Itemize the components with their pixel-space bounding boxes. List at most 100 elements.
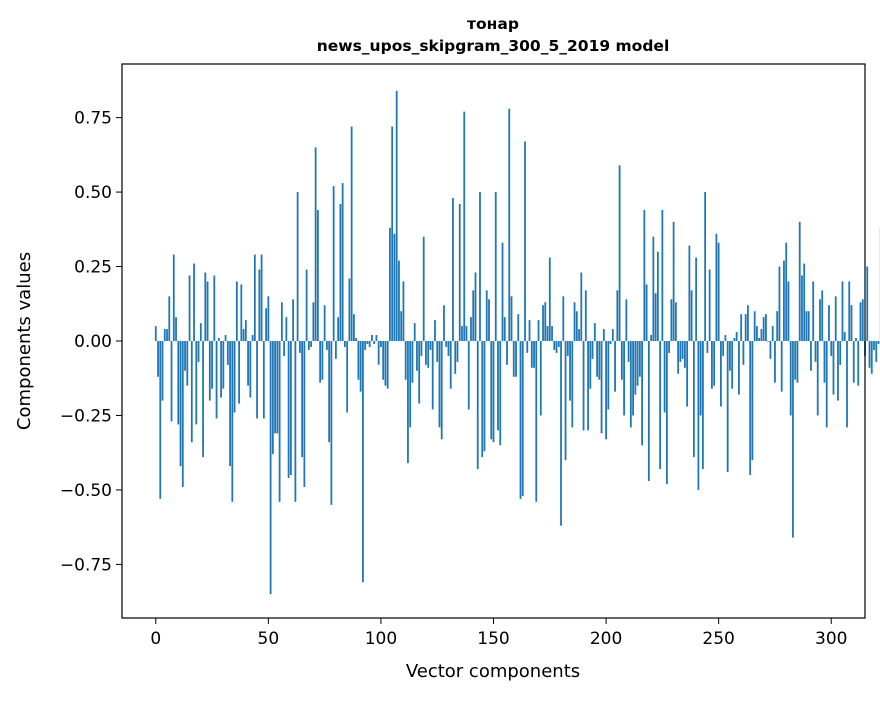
bar-254	[727, 341, 729, 472]
bar-170	[538, 320, 540, 341]
bar-184	[569, 341, 571, 401]
bar-144	[479, 192, 481, 341]
bar-133	[454, 341, 456, 374]
bar-210	[628, 341, 630, 362]
bar-21	[202, 341, 204, 457]
bar-228	[668, 341, 670, 353]
bar-95	[369, 341, 371, 347]
bar-296	[821, 290, 823, 341]
bar-49	[265, 308, 267, 341]
bar-202	[610, 341, 612, 344]
bar-71	[315, 147, 317, 341]
bar-175	[549, 258, 551, 341]
bar-92	[362, 341, 364, 582]
bar-135	[459, 204, 461, 341]
bar-19	[198, 341, 200, 362]
bar-89	[355, 338, 357, 341]
bar-34	[231, 341, 233, 502]
bar-262	[745, 314, 747, 341]
chart-subtitle: news_upos_skipgram_300_5_2019 model	[317, 37, 670, 55]
bar-94	[367, 341, 369, 344]
bar-268	[758, 338, 760, 341]
bar-239	[693, 341, 695, 457]
bar-131	[450, 341, 452, 389]
bar-238	[691, 290, 693, 341]
bar-169	[535, 341, 537, 502]
bar-93	[364, 341, 366, 350]
bar-33	[229, 341, 231, 466]
bar-143	[477, 341, 479, 469]
bar-234	[682, 341, 684, 359]
bar-219	[648, 341, 650, 481]
bar-237	[688, 246, 690, 341]
bar-183	[567, 341, 569, 356]
bar-9	[175, 317, 177, 341]
bar-321	[878, 341, 880, 344]
bar-185	[571, 341, 573, 427]
bar-246	[709, 270, 711, 341]
bar-103	[387, 341, 389, 389]
bar-46	[258, 270, 260, 341]
bar-42	[249, 341, 251, 398]
bar-80	[335, 341, 337, 359]
bar-11	[180, 341, 182, 466]
bar-217	[643, 210, 645, 341]
bar-12	[182, 341, 184, 487]
y-tick-label: 0.00	[74, 332, 112, 352]
bar-221	[652, 237, 654, 341]
bar-116	[416, 341, 418, 371]
bar-112	[407, 341, 409, 463]
bar-312	[857, 341, 859, 386]
bar-216	[641, 341, 643, 445]
bar-115	[414, 323, 416, 341]
bar-285	[797, 341, 799, 383]
bar-171	[540, 341, 542, 415]
bar-3	[162, 341, 164, 401]
bar-23	[207, 281, 209, 341]
bar-192	[587, 341, 589, 430]
bar-205	[616, 290, 618, 341]
bar-138	[466, 326, 468, 341]
bar-264	[749, 341, 751, 475]
y-tick-label: 0.25	[74, 258, 112, 278]
bar-37	[238, 341, 240, 404]
bar-305	[842, 281, 844, 341]
bar-293	[815, 341, 817, 362]
bar-51	[270, 341, 272, 594]
bar-90	[358, 341, 360, 380]
bar-101	[382, 341, 384, 380]
bar-58	[285, 317, 287, 341]
bar-186	[574, 302, 576, 341]
bar-250	[718, 243, 720, 341]
bar-193	[589, 341, 591, 389]
bar-83	[342, 183, 344, 341]
bar-15	[189, 275, 191, 341]
bar-148	[488, 299, 490, 341]
bar-187	[576, 311, 578, 341]
x-axis-label: Vector components	[406, 661, 580, 682]
bar-182	[565, 341, 567, 460]
bar-172	[542, 305, 544, 341]
bar-230	[673, 222, 675, 341]
bar-206	[619, 165, 621, 341]
bar-5	[166, 329, 168, 341]
x-tick-label: 100	[365, 629, 397, 649]
bar-316	[866, 267, 868, 341]
bar-82	[340, 204, 342, 341]
bar-174	[547, 326, 549, 341]
bar-269	[761, 329, 763, 341]
bar-105	[391, 127, 393, 341]
bar-166	[529, 320, 531, 341]
bar-173	[544, 302, 546, 341]
bar-74	[321, 341, 323, 380]
bar-56	[281, 302, 283, 341]
bar-43	[252, 335, 254, 341]
bar-134	[457, 341, 459, 362]
bar-17	[193, 264, 195, 341]
bar-85	[346, 341, 348, 412]
bar-291	[810, 341, 812, 371]
bar-114	[412, 341, 414, 383]
bar-248	[713, 341, 715, 386]
bar-31	[225, 335, 227, 341]
bar-310	[853, 341, 855, 383]
